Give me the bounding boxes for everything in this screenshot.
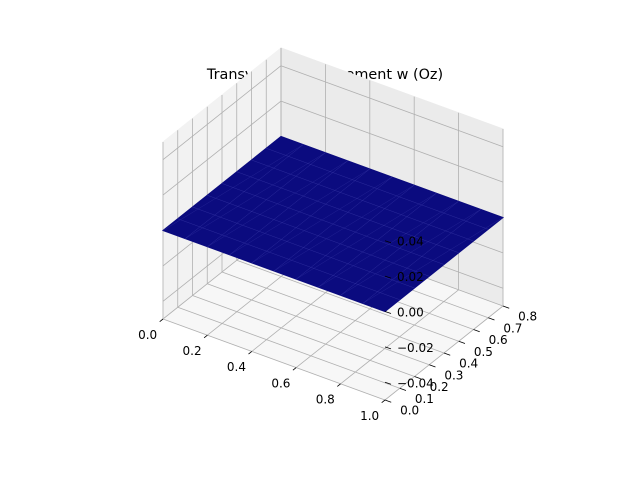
surface-mesh-diagonal bbox=[185, 152, 326, 239]
x-tick-label: 0.2 bbox=[183, 344, 202, 358]
y-tick-label: 0.8 bbox=[518, 310, 537, 324]
surface-mesh-diagonal bbox=[207, 160, 348, 247]
y-axis-tick bbox=[429, 364, 436, 368]
y-tick-label: 0.7 bbox=[503, 321, 522, 335]
y-axis-tick bbox=[502, 305, 510, 309]
y-tick-label: 0.5 bbox=[474, 345, 493, 359]
grid-line-y-floor bbox=[207, 283, 430, 366]
y-axis-tick bbox=[488, 317, 495, 321]
x-tick-label: 0.6 bbox=[271, 376, 290, 390]
y-axis-tick bbox=[458, 340, 466, 344]
z-axis-tick bbox=[384, 381, 392, 385]
grid-line-z-left bbox=[162, 100, 282, 196]
z-axis-tick bbox=[384, 346, 392, 350]
z-tick-label: −0.02 bbox=[397, 341, 434, 355]
surface-mesh-diagonal bbox=[162, 144, 304, 231]
axis-ticks bbox=[159, 240, 510, 403]
x-axis-tick bbox=[248, 351, 253, 355]
x-tick-label: 0.0 bbox=[138, 328, 157, 342]
grid-line-z-back bbox=[280, 100, 504, 183]
grid-line-y-floor bbox=[177, 306, 400, 389]
grid-line-y-floor bbox=[192, 295, 415, 377]
y-axis-tick bbox=[384, 399, 392, 403]
surface-mesh-diagonal bbox=[318, 201, 459, 288]
x-axis-tick bbox=[159, 318, 164, 322]
y-tick-label: 0.3 bbox=[444, 368, 463, 382]
x-axis-tick bbox=[381, 399, 386, 403]
x-axis-tick bbox=[292, 367, 297, 371]
y-tick-label: 0.1 bbox=[415, 392, 434, 406]
surface-mesh-diagonal bbox=[251, 176, 393, 264]
z-axis-tick bbox=[384, 240, 392, 244]
surface-mesh-line bbox=[192, 206, 415, 289]
x-tick-label: 0.8 bbox=[316, 393, 335, 407]
y-axis-tick bbox=[399, 387, 407, 391]
surface-mesh-line bbox=[236, 171, 459, 253]
z-tick-label: 0.02 bbox=[397, 270, 424, 284]
z-axis-tick bbox=[384, 311, 392, 314]
surface-mesh-line bbox=[221, 183, 445, 265]
x-tick-label: 1.0 bbox=[360, 409, 379, 423]
surface-mesh-diagonal bbox=[340, 209, 481, 296]
grid-line-y-floor bbox=[236, 259, 459, 342]
x-axis-tick bbox=[337, 383, 341, 387]
y-tick-label: 0.6 bbox=[489, 333, 508, 347]
x-axis-tick bbox=[203, 334, 208, 339]
surface-mesh-line bbox=[177, 218, 400, 300]
surface bbox=[161, 135, 505, 313]
surface-mesh-diagonal bbox=[362, 217, 504, 304]
surface-mesh-diagonal bbox=[229, 168, 370, 255]
grid-line-z-left bbox=[162, 65, 282, 161]
grid-line-y-floor bbox=[221, 271, 445, 354]
y-tick-label: 0.0 bbox=[400, 404, 419, 418]
z-axis-tick bbox=[384, 275, 392, 279]
z-tick-label: 0.00 bbox=[397, 306, 424, 320]
surface-mesh-line bbox=[207, 195, 430, 277]
y-tick-label: 0.4 bbox=[459, 357, 478, 371]
y-tick-label: 0.2 bbox=[430, 380, 449, 394]
grid-line-z-back bbox=[280, 65, 504, 148]
y-axis-tick bbox=[473, 329, 480, 333]
grid-line-y-floor bbox=[162, 318, 386, 401]
surface-mesh-line bbox=[251, 159, 474, 242]
z-tick-label: 0.04 bbox=[397, 235, 424, 249]
z-tick-label: −0.04 bbox=[397, 376, 434, 390]
surface-mesh-diagonal bbox=[273, 184, 415, 272]
surface-mesh-line bbox=[266, 148, 489, 230]
tick-labels: 0.00.20.40.60.81.0 0.00.10.20.30.40.50.60… bbox=[138, 235, 537, 423]
y-axis-tick bbox=[443, 352, 451, 356]
y-axis-tick bbox=[414, 376, 421, 380]
surface-mesh-diagonal bbox=[296, 193, 437, 280]
x-tick-label: 0.4 bbox=[227, 360, 246, 374]
